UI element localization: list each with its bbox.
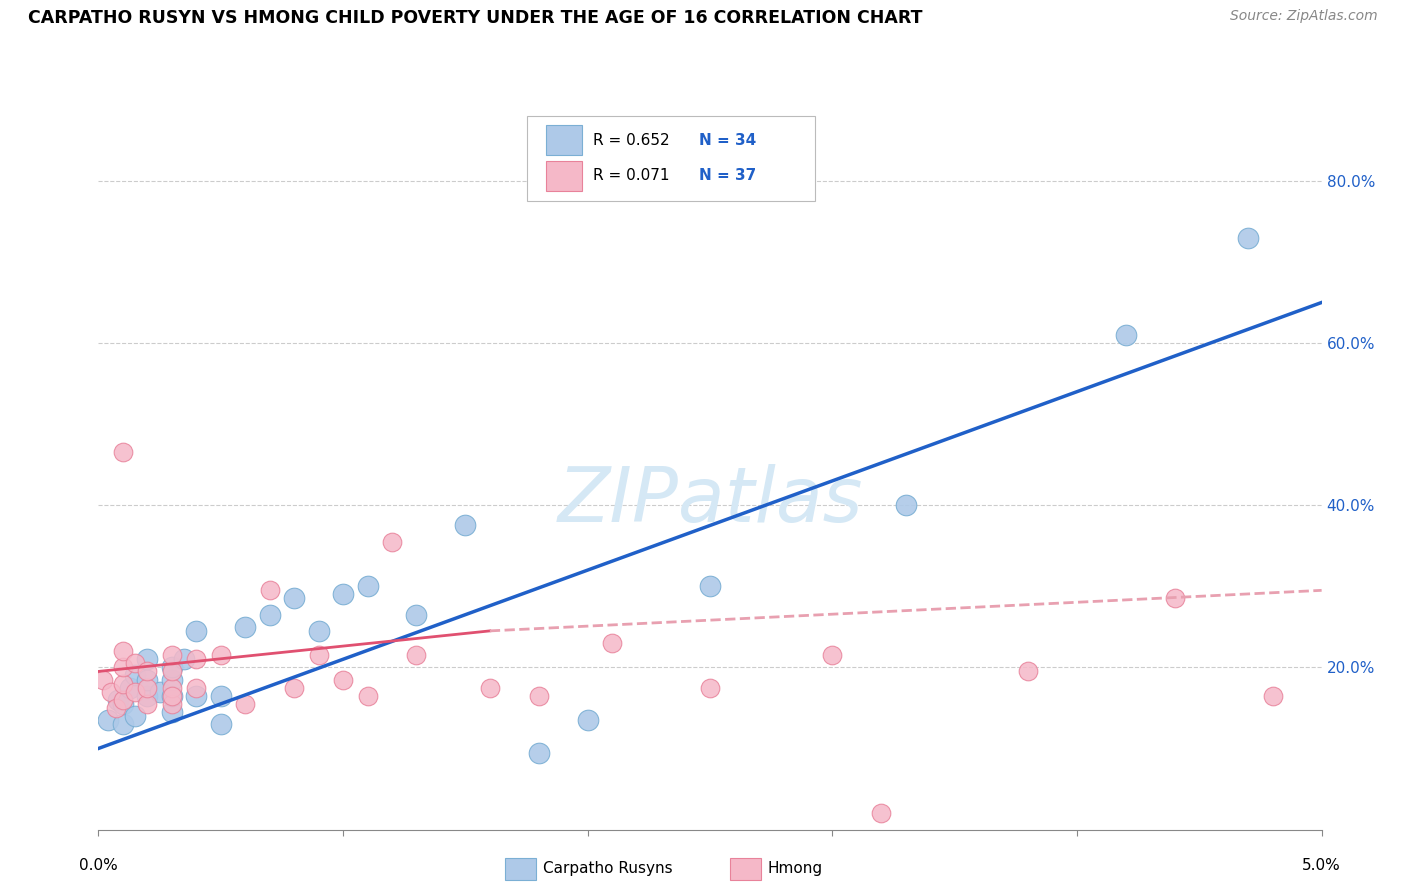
- Point: [233, 620, 256, 634]
- Point: [186, 689, 208, 703]
- Point: [149, 684, 172, 698]
- Point: [332, 673, 354, 687]
- Point: [111, 445, 134, 459]
- Point: [454, 518, 477, 533]
- Point: [124, 684, 146, 698]
- Point: [527, 746, 550, 760]
- Point: [209, 648, 232, 663]
- Point: [160, 681, 183, 695]
- Point: [381, 534, 404, 549]
- Point: [283, 681, 305, 695]
- Text: Source: ZipAtlas.com: Source: ZipAtlas.com: [1230, 9, 1378, 23]
- Text: R = 0.652: R = 0.652: [593, 133, 669, 147]
- Point: [356, 689, 378, 703]
- Point: [111, 693, 134, 707]
- Point: [160, 648, 183, 663]
- Point: [136, 652, 159, 666]
- Point: [111, 717, 134, 731]
- Point: [699, 579, 721, 593]
- Point: [1261, 689, 1284, 703]
- Point: [160, 660, 183, 674]
- Point: [160, 689, 183, 703]
- Point: [405, 648, 427, 663]
- Point: [478, 681, 501, 695]
- Point: [111, 644, 134, 658]
- Point: [136, 681, 159, 695]
- Point: [1115, 327, 1137, 342]
- Point: [136, 673, 159, 687]
- Point: [186, 624, 208, 638]
- Point: [332, 587, 354, 601]
- Point: [283, 591, 305, 606]
- Point: [124, 709, 146, 723]
- Point: [91, 673, 114, 687]
- Point: [356, 579, 378, 593]
- Point: [209, 717, 232, 731]
- Point: [136, 689, 159, 703]
- Point: [186, 681, 208, 695]
- Point: [870, 806, 893, 821]
- Point: [111, 660, 134, 674]
- Text: Hmong: Hmong: [768, 862, 823, 876]
- Point: [107, 693, 129, 707]
- Point: [527, 689, 550, 703]
- Text: ZIPatlas: ZIPatlas: [557, 465, 863, 538]
- Point: [259, 607, 281, 622]
- Point: [100, 684, 122, 698]
- Point: [1017, 665, 1039, 679]
- Point: [600, 636, 623, 650]
- Point: [124, 657, 146, 671]
- Point: [97, 713, 120, 727]
- Point: [136, 697, 159, 711]
- Point: [308, 624, 330, 638]
- Point: [233, 697, 256, 711]
- Text: Carpatho Rusyns: Carpatho Rusyns: [543, 862, 672, 876]
- Point: [160, 665, 183, 679]
- Text: CARPATHO RUSYN VS HMONG CHILD POVERTY UNDER THE AGE OF 16 CORRELATION CHART: CARPATHO RUSYN VS HMONG CHILD POVERTY UN…: [28, 9, 922, 27]
- Text: 5.0%: 5.0%: [1302, 858, 1341, 873]
- Point: [308, 648, 330, 663]
- Point: [1237, 230, 1260, 244]
- Point: [120, 681, 142, 695]
- Point: [405, 607, 427, 622]
- Point: [160, 689, 183, 703]
- Text: N = 37: N = 37: [699, 169, 756, 183]
- Point: [111, 697, 134, 711]
- Point: [894, 498, 917, 512]
- Text: 0.0%: 0.0%: [79, 858, 118, 873]
- Point: [1164, 591, 1187, 606]
- Point: [186, 652, 208, 666]
- Point: [160, 705, 183, 719]
- Point: [160, 697, 183, 711]
- Point: [576, 713, 599, 727]
- Point: [160, 673, 183, 687]
- Point: [124, 668, 146, 682]
- Point: [699, 681, 721, 695]
- Text: R = 0.071: R = 0.071: [593, 169, 669, 183]
- Point: [136, 665, 159, 679]
- Point: [209, 689, 232, 703]
- Point: [821, 648, 844, 663]
- Point: [111, 676, 134, 690]
- Point: [104, 701, 127, 715]
- Text: N = 34: N = 34: [699, 133, 756, 147]
- Point: [173, 652, 195, 666]
- Point: [259, 583, 281, 598]
